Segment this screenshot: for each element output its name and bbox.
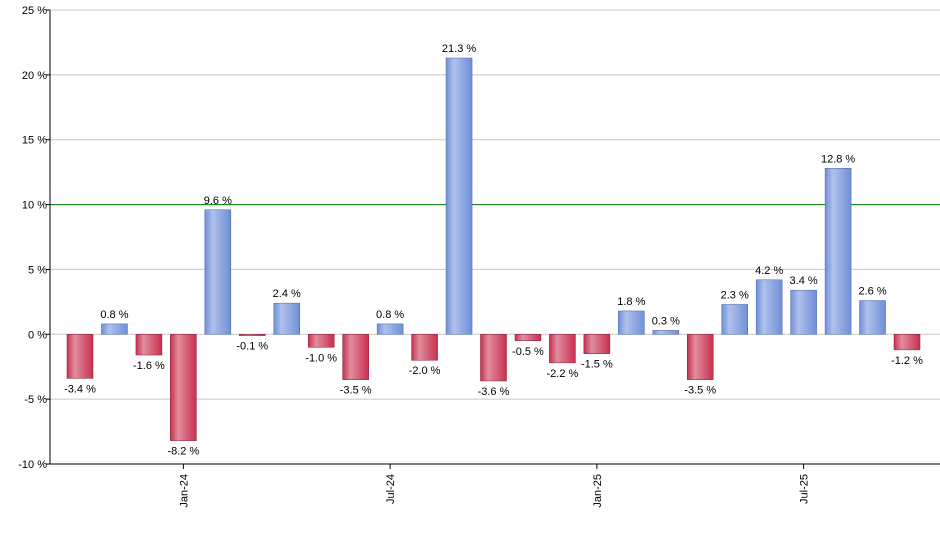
- data-label: -1.0 %: [305, 352, 337, 364]
- bar: [824, 168, 852, 335]
- y-tick-label: 15 %: [22, 135, 47, 147]
- x-tick-label: Jan-24: [178, 474, 190, 508]
- bar: [445, 57, 473, 335]
- bar: [239, 334, 266, 336]
- bar: [376, 323, 404, 335]
- bar: [480, 334, 507, 382]
- bar: [204, 209, 232, 335]
- data-label: -0.5 %: [512, 346, 544, 358]
- bar: [549, 334, 576, 364]
- x-tick-label: Jul-25: [799, 474, 811, 504]
- y-tick-label: 0 %: [28, 329, 47, 341]
- bar: [307, 334, 335, 348]
- x-tick-label: Jul-24: [385, 474, 397, 504]
- data-label: 2.4 %: [273, 288, 301, 300]
- bar: [66, 334, 94, 379]
- data-label: 21.3 %: [442, 43, 476, 55]
- data-label: 9.6 %: [204, 195, 232, 207]
- bar: [342, 334, 369, 380]
- data-label: -3.5 %: [340, 385, 372, 397]
- bar: [170, 334, 197, 441]
- bar: [101, 323, 128, 335]
- bar: [859, 300, 886, 335]
- y-tick-label: 20 %: [22, 70, 47, 82]
- bar: [687, 334, 714, 380]
- data-label: -1.6 %: [133, 360, 165, 372]
- data-label: 2.3 %: [721, 289, 749, 301]
- bar: [893, 334, 921, 351]
- data-label: 1.8 %: [617, 296, 645, 308]
- data-label: 0.8 %: [100, 309, 128, 321]
- data-label: 0.8 %: [376, 309, 404, 321]
- bar: [755, 279, 783, 335]
- y-tick-label: 5 %: [28, 264, 47, 276]
- y-tick-label: -5 %: [24, 394, 47, 406]
- bar: [721, 304, 748, 335]
- x-tick-label: Jan-25: [592, 474, 604, 508]
- data-label: -1.2 %: [891, 355, 923, 367]
- data-label: -2.0 %: [409, 365, 441, 377]
- y-tick-label: -10 %: [18, 459, 47, 471]
- bar: [135, 334, 163, 356]
- bar: [790, 289, 817, 335]
- data-label: -3.5 %: [684, 385, 716, 397]
- y-tick-label: 10 %: [22, 200, 47, 212]
- bar: [273, 302, 300, 335]
- data-label: -2.2 %: [547, 368, 579, 380]
- bar: [514, 334, 542, 342]
- y-tick-label: 25 %: [22, 5, 47, 17]
- data-label: 0.3 %: [652, 315, 680, 327]
- data-label: 12.8 %: [821, 153, 855, 165]
- data-label: 2.6 %: [858, 286, 886, 298]
- data-label: 3.4 %: [790, 275, 818, 287]
- data-label: -3.4 %: [64, 383, 96, 395]
- data-label: 4.2 %: [755, 265, 783, 277]
- data-label: -1.5 %: [581, 359, 613, 371]
- bar: [652, 330, 680, 335]
- data-label: -8.2 %: [167, 446, 199, 458]
- bar: [583, 334, 611, 354]
- bar: [411, 334, 438, 361]
- data-label: -0.1 %: [236, 341, 268, 353]
- bar: [618, 310, 645, 335]
- data-label: -3.6 %: [478, 386, 510, 398]
